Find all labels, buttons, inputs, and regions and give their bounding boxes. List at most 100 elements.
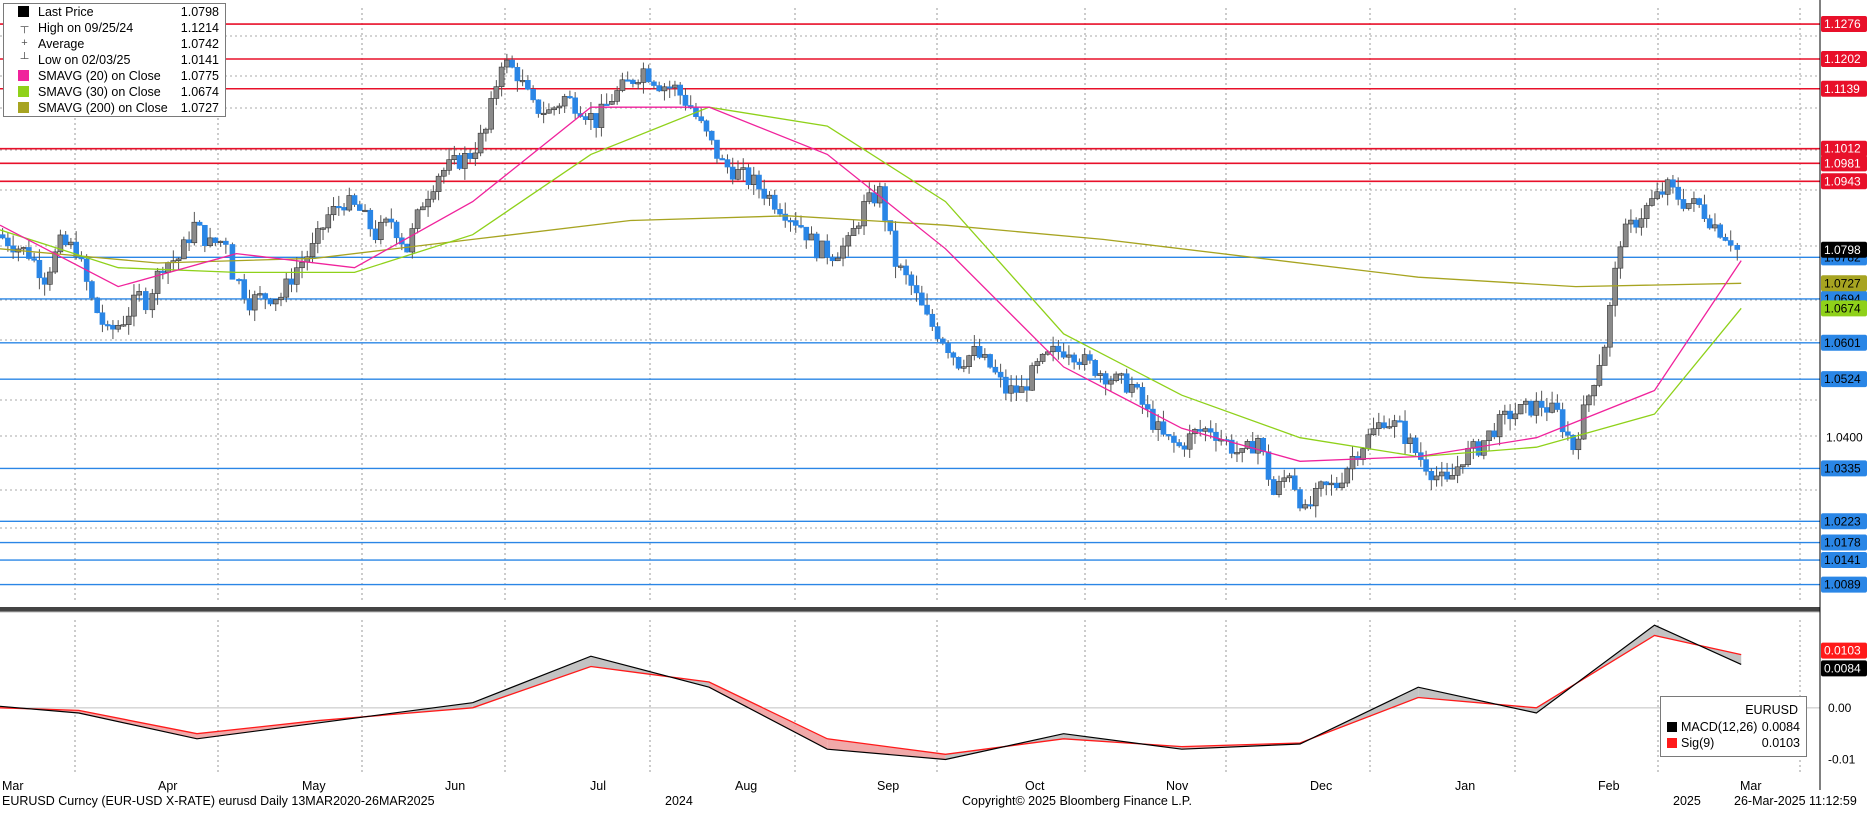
candle-down [976,345,983,358]
candle-up [125,315,132,325]
price-tick-label: 1.0400 [1826,431,1863,445]
support-tag [1821,460,1867,477]
candle-up [1664,179,1671,195]
candle-up [1360,448,1366,460]
candle-up [1365,434,1372,450]
candle-down [229,244,236,280]
support-tag [1821,552,1867,569]
candle-up [735,169,741,180]
resistance-tag-label: 1.1276 [1824,17,1861,31]
candle-down [792,220,799,226]
candle-up [278,296,284,301]
candle-up [1685,203,1692,209]
legend-row: SMAVG (20) on Close 1.0775 [4,68,225,84]
candle-up [1638,218,1645,228]
year-label: 2025 [1673,794,1701,808]
support-tag-label: 1.0524 [1824,372,1861,386]
candle-up [850,228,857,236]
candle-down [624,79,631,82]
candle-down [1071,354,1077,363]
candle-up [1439,471,1445,477]
candle-down [1428,470,1435,481]
candle-down [782,213,789,221]
candle-down [1706,218,1713,229]
resistance-tag-label: 1.0943 [1824,174,1861,188]
candle-down [5,237,11,247]
candle-up [1186,433,1193,450]
candle-up [1386,426,1393,429]
candle-up [1580,404,1587,440]
candle-down [530,88,536,101]
footer-copyright: Copyright© 2025 Bloomberg Finance L.P. [962,794,1192,808]
candle-up [1118,373,1125,376]
macd-value-tag [1821,642,1867,659]
candle-up [845,235,852,247]
candle-down [1060,351,1067,358]
candle-up [672,84,678,88]
candle-up [1029,365,1035,391]
month-label: May [302,779,326,793]
macd-histogram-fill [78,710,197,739]
candle-down [1297,489,1303,509]
legend-row: SMAVG (30) on Close 1.0674 [4,84,225,100]
macd-legend-row: MACD(12,26) 0.0084 [1667,719,1800,735]
signal-line [0,634,1742,755]
candle-down [887,220,894,232]
candle-up [149,293,156,311]
month-label: Jun [445,779,465,793]
candle-up [1523,400,1529,405]
candle-down [1165,434,1172,437]
candle-down [351,195,358,205]
candle-up [1129,383,1135,393]
grid-lines [0,8,1820,775]
candle-up [299,261,305,269]
candle-down [1675,186,1681,200]
candle-up [47,271,53,285]
candle-down [756,174,762,190]
candle-up [1008,385,1014,394]
candle-up [640,68,647,83]
sma-20-line [0,106,1742,462]
legend-row: SMAVG (200) on Close 1.0727 [4,100,225,116]
candle-down [1013,385,1020,393]
macd-legend: EURUSD MACD(12,26) 0.0084 Sig(9) 0.0103 [1660,696,1807,757]
candle-up [1460,464,1466,468]
candle-up [1375,422,1382,430]
candle-up [1622,223,1629,248]
candle-up [1596,365,1603,386]
legend-value: 1.1214 [180,21,219,35]
candle-down [1559,409,1566,433]
candle-up [1433,475,1440,481]
panel-separator [0,607,1820,612]
candle-down [997,371,1004,378]
macd-panel [0,624,1742,761]
candle-up [120,324,127,327]
candle-up [1612,267,1618,306]
candle-up [556,105,563,109]
candle-up [325,214,332,229]
candle-down [698,116,705,122]
pink-square-icon [18,70,29,81]
candle-down [1402,420,1408,444]
candle-up [1155,421,1161,430]
candle-up [217,240,224,243]
month-label: Aug [735,779,757,793]
black-square-icon [1667,722,1677,732]
candle-down [955,357,962,369]
candle-up [68,241,74,246]
candle-down [202,224,208,247]
candle-down [1139,386,1146,405]
resistance-tag-label: 1.0981 [1824,156,1861,170]
candle-down [1181,445,1188,450]
candle-up [1449,475,1456,480]
support-tag-label: 1.0601 [1824,336,1861,350]
candle-up [441,169,447,177]
resistance-tag-label: 1.1012 [1824,142,1861,156]
candle-up [498,66,505,87]
support-tag [1821,334,1867,351]
resistance-tag-label: 1.1202 [1824,52,1861,66]
candle-up [446,159,452,171]
candle-down [630,79,636,84]
candle-down [89,281,95,299]
